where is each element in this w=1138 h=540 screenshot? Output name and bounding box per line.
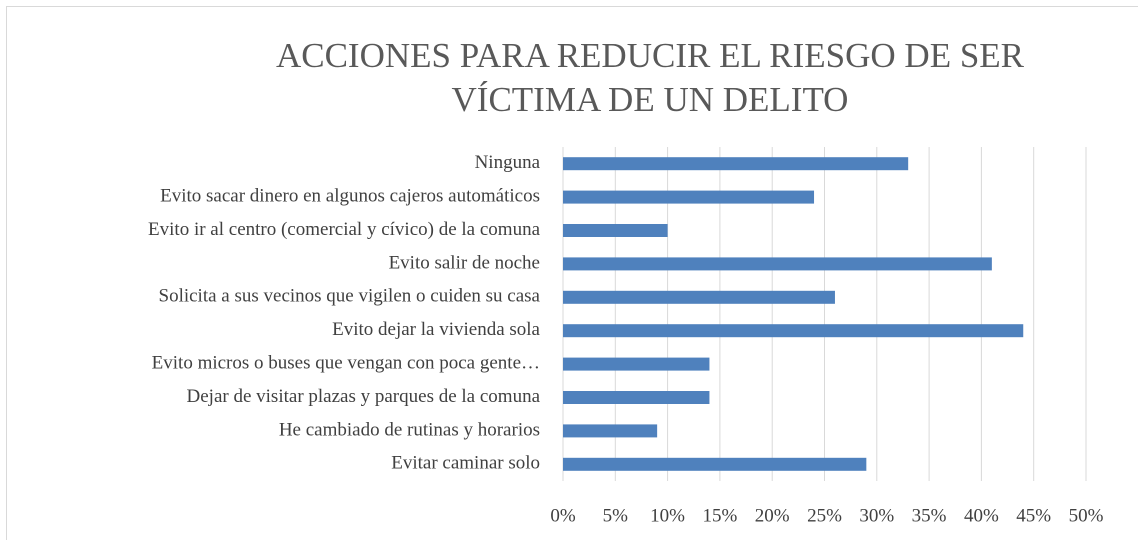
x-tick-label: 20% — [755, 505, 790, 526]
bar — [563, 457, 867, 471]
y-tick-label: Evito sacar dinero en algunos cajeros au… — [160, 185, 540, 206]
bar — [563, 290, 835, 304]
bar — [563, 157, 909, 171]
bar — [563, 257, 992, 271]
y-tick-label: Evito ir al centro (comercial y cívico) … — [148, 219, 541, 240]
x-tick-label: 30% — [859, 505, 894, 526]
y-tick-label: Ninguna — [475, 152, 541, 173]
x-tick-label: 5% — [603, 505, 629, 526]
x-tick-label: 0% — [550, 505, 576, 526]
bar — [563, 324, 1024, 338]
y-tick-label: Dejar de visitar plazas y parques de la … — [187, 386, 541, 407]
bar — [563, 190, 815, 204]
chart-title: ACCIONES PARA REDUCIR EL RIESGO DE SER V… — [275, 36, 1025, 119]
y-tick-label: Solicita a sus vecinos que vigilen o cui… — [159, 286, 541, 307]
bar — [563, 424, 658, 438]
x-tick-label: 15% — [702, 505, 737, 526]
x-tick-label: 25% — [807, 505, 842, 526]
bar — [563, 224, 668, 237]
chart-border — [6, 6, 1138, 540]
y-tick-label: Evitar caminar solo — [391, 453, 540, 474]
x-tick-label: 10% — [650, 505, 685, 526]
x-tick-label: 40% — [964, 505, 999, 526]
x-tick-label: 45% — [1016, 505, 1051, 526]
x-tick-label: 35% — [912, 505, 947, 526]
bar — [563, 357, 710, 371]
y-tick-label: Evito dejar la vivienda sola — [332, 319, 540, 340]
y-tick-label: Evito salir de noche — [389, 252, 540, 273]
x-tick-label: 50% — [1069, 505, 1104, 526]
y-tick-label: He cambiado de rutinas y horarios — [279, 419, 540, 440]
y-tick-label: Evito micros o buses que vengan con poca… — [152, 352, 540, 373]
bar — [563, 391, 710, 404]
